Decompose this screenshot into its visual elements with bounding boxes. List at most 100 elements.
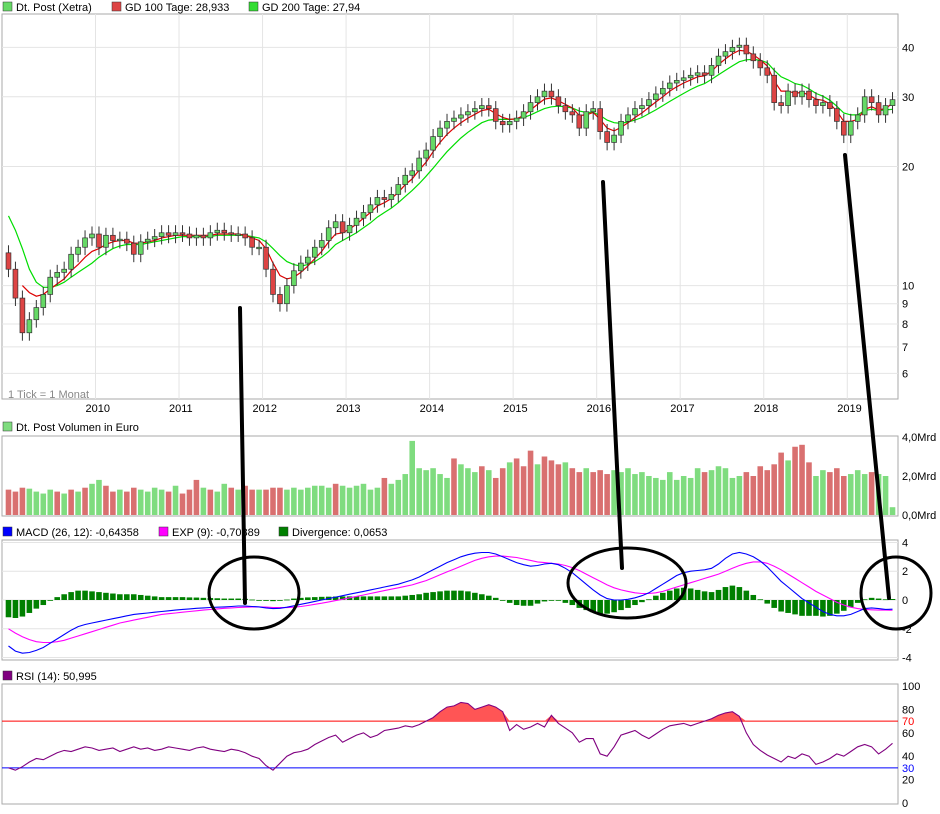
volume-bar xyxy=(193,479,200,515)
candle-body xyxy=(82,237,88,248)
macd-divergence-bar xyxy=(750,594,757,600)
macd-y-tick-label: -4 xyxy=(902,653,912,665)
candle-body xyxy=(277,294,283,305)
candle-body xyxy=(374,197,381,206)
volume-bar xyxy=(270,487,276,515)
candle-body xyxy=(653,93,659,101)
candle-body xyxy=(534,96,541,103)
candle-body xyxy=(785,90,791,106)
candle-body xyxy=(660,88,666,95)
candle-body xyxy=(117,238,123,242)
volume-bar xyxy=(311,485,318,515)
candle-body xyxy=(562,105,569,113)
volume-bar xyxy=(221,483,228,515)
candle-body xyxy=(228,232,235,235)
macd-divergence-bar xyxy=(451,590,457,600)
macd-divergence-bar xyxy=(534,600,541,604)
macd-divergence-bar xyxy=(110,593,116,600)
volume-bar xyxy=(186,489,193,515)
volume-bar xyxy=(680,476,687,515)
macd-divergence-bar xyxy=(520,600,527,606)
macd-divergence-bar xyxy=(562,600,569,603)
macd-divergence-bar xyxy=(165,597,172,600)
macd-divergence-bar xyxy=(186,597,193,600)
legend-swatch-gd100 xyxy=(111,1,122,12)
macd-divergence-bar xyxy=(33,600,40,609)
candle-body xyxy=(792,90,798,98)
volume-bar xyxy=(82,487,88,515)
volume-bars xyxy=(5,440,896,515)
volume-bar xyxy=(708,470,715,515)
candle-body xyxy=(423,149,429,159)
volume-bar xyxy=(353,485,360,515)
price-y-tick-label: 30 xyxy=(902,92,914,104)
volume-bar xyxy=(625,468,631,515)
volume-bar xyxy=(130,487,137,515)
rsi-y-tick-label: 40 xyxy=(902,751,914,763)
volume-bar xyxy=(750,476,757,515)
volume-bar xyxy=(96,479,102,515)
macd-divergence-bar xyxy=(465,591,471,600)
macd-divergence-bar xyxy=(82,590,88,600)
macd-divergence-bar xyxy=(486,595,492,600)
volume-bar xyxy=(715,466,722,515)
candle-body xyxy=(736,44,743,48)
price-x-tick-label: 2017 xyxy=(670,403,694,415)
volume-bar xyxy=(19,487,26,515)
legend-gd200: GD 200 Tage: 27,94 xyxy=(262,2,360,14)
annotation-circle-2016 xyxy=(566,546,688,620)
macd-divergence-bar xyxy=(151,596,158,600)
volume-bar xyxy=(722,468,729,515)
macd-divergence-bar xyxy=(757,599,764,601)
volume-bar xyxy=(179,493,186,515)
macd-divergence-bar xyxy=(353,596,360,600)
candle-body xyxy=(256,246,262,250)
macd-divergence-bar xyxy=(311,597,318,600)
volume-bar xyxy=(298,489,304,515)
macd-divergence-bar xyxy=(89,591,95,600)
macd-divergence-bar xyxy=(618,600,624,611)
candle-body xyxy=(673,80,680,84)
macd-divergence-bar xyxy=(715,589,722,600)
volume-bar xyxy=(75,491,81,515)
legend-swatch-gd200 xyxy=(248,1,259,12)
price-y-tick-label: 10 xyxy=(902,281,914,293)
macd-divergence-bar xyxy=(625,600,631,608)
rsi-y-tick-label: 80 xyxy=(902,704,914,716)
macd-divergence-bar xyxy=(736,587,743,600)
macd-divergence-bar xyxy=(416,594,422,600)
volume-bar xyxy=(235,489,241,515)
volume-bar xyxy=(346,487,353,515)
price-x-tick-label: 2016 xyxy=(587,403,611,415)
volume-bar xyxy=(764,470,771,515)
candle-body xyxy=(764,67,771,76)
volume-bar xyxy=(646,476,652,515)
volume-bar xyxy=(527,450,534,515)
candle-body xyxy=(270,268,276,295)
rsi-line-layer xyxy=(8,701,893,771)
candle-body xyxy=(186,233,193,239)
volume-bar xyxy=(736,476,743,515)
macd-divergence-bar xyxy=(492,597,499,600)
candle-body xyxy=(40,294,47,308)
candle-body xyxy=(179,232,186,235)
volume-bar xyxy=(639,472,645,515)
macd-divergence-bar xyxy=(771,600,777,608)
macd-divergence-bar xyxy=(694,589,701,600)
candle-body xyxy=(325,227,332,241)
rsi-y-tick-label: 70 xyxy=(902,716,914,728)
candle-body xyxy=(694,72,701,76)
volume-bar xyxy=(395,479,402,515)
candle-body xyxy=(841,121,847,136)
volume-bar xyxy=(757,466,764,515)
volume-bar xyxy=(465,468,471,515)
volume-bar xyxy=(68,489,74,515)
gd200-line xyxy=(7,58,893,288)
legend-swatch-exp xyxy=(158,526,169,537)
candle-body xyxy=(743,44,750,55)
volume-bar xyxy=(388,483,395,515)
macd-divergence-bar xyxy=(40,600,47,606)
candle-body xyxy=(555,96,562,106)
macd-divergence-bar xyxy=(444,590,450,600)
